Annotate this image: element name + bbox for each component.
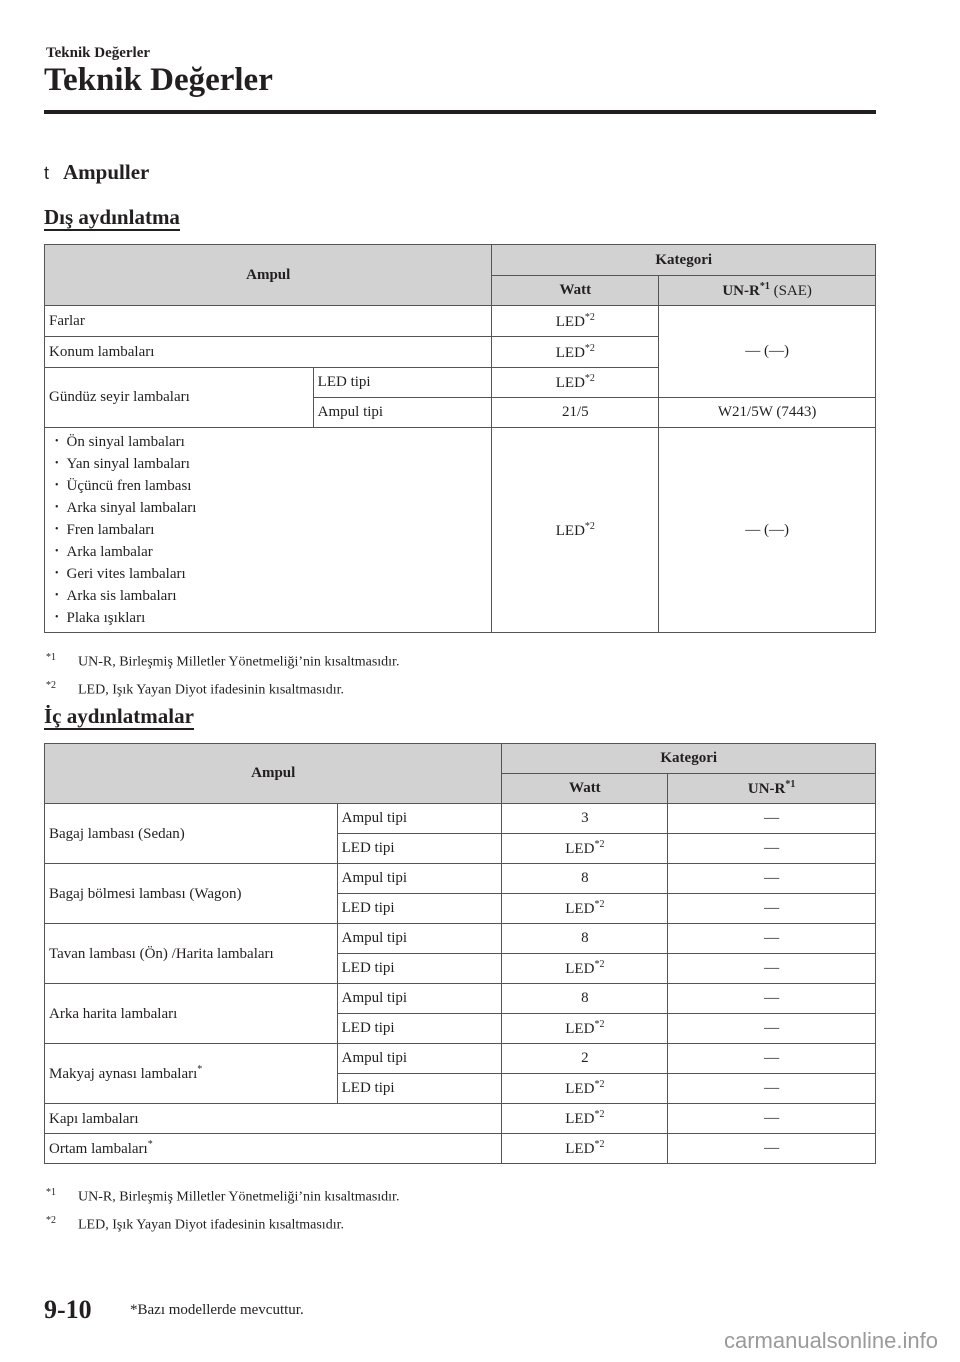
bullet-item: Arka lambalar [55, 541, 487, 563]
table-row: Ampul tipi 21/5 W21/5W (7443) [45, 397, 876, 428]
header-unr: UN-R*1 (SAE) [658, 275, 876, 306]
table-row: Konum lambaları LED*2 [43, 336, 876, 368]
header-ampul: Ampul [43, 244, 493, 306]
running-header: Teknik Değerler [46, 45, 151, 61]
exterior-heading: Dış aydınlatma [44, 205, 180, 231]
table-row: Gündüz seyir lambaları LED tipi LED*2 [44, 367, 876, 428]
table-row: Makyaj aynası lambaları* Ampul tipi 2— [44, 1043, 876, 1104]
table-row: LED tipi LED*2— [45, 953, 876, 984]
section-marker-icon: t [44, 163, 50, 183]
interior-footnotes: *1 UN-R, Birleşmiş Milletler Yönetmeliği’… [46, 1181, 399, 1236]
exterior-table: Ampul Kategori Watt UN-R*1 (SAE) Farlar LED… [43, 244, 876, 633]
bullet-item: Üçüncü fren lambası [55, 475, 487, 497]
table-row: Ön sinyal lambalarıYan sinyal lambalarıÜ… [43, 427, 876, 633]
bullet-list: Ön sinyal lambalarıYan sinyal lambalarıÜ… [49, 431, 487, 629]
table-row: Farlar LED*2— (—) [43, 305, 876, 398]
section-title-text: Ampuller [63, 160, 150, 184]
table-row: LED tipi LED*2— [45, 1013, 876, 1044]
footnote: *1 UN-R, Birleşmiş Milletler Yönetmeliği’… [46, 1187, 400, 1205]
table-row: LED tipi LED*2— [45, 893, 876, 924]
footnote: *2 LED, Işık Yayan Diyot ifadesinin kısal… [46, 679, 344, 698]
table-row: LED tipi LED*2— [45, 1073, 876, 1104]
header-kategori: Kategori [501, 743, 876, 774]
table-row: Bagaj lambası (Sedan) Ampul tipi 3— [44, 803, 876, 864]
table-row: Ortam lambaları* LED*2— [43, 1133, 876, 1164]
header-ampul: Ampul [43, 743, 503, 804]
bullet-item: Yan sinyal lambaları [55, 453, 487, 475]
title-rule [44, 110, 876, 114]
bullet-item: Fren lambaları [55, 519, 487, 541]
table-row: Tavan lambası (Ön) /Harita lambaları Ampu… [44, 923, 876, 984]
bullet-item: Arka sis lambaları [55, 585, 487, 607]
exterior-footnotes: *1 UN-R, Birleşmiş Milletler Yönetmeliği’… [46, 646, 399, 701]
header-watt: Watt [491, 275, 660, 306]
table-row: Arka harita lambaları Ampul tipi 8— [44, 983, 876, 1044]
bullet-item: Ön sinyal lambaları [55, 431, 487, 453]
page-number: 9-10 [44, 1295, 92, 1324]
page-title: Teknik Değerler [44, 62, 273, 98]
footnote: *1 UN-R, Birleşmiş Milletler Yönetmeliği’… [46, 652, 400, 670]
availability-note: *Bazı modellerde mevcuttur. [130, 1302, 304, 1318]
footnote: *2 LED, Işık Yayan Diyot ifadesinin kısal… [46, 1214, 344, 1233]
interior-heading: İç aydınlatmalar [44, 704, 194, 730]
table-row: Bagaj bölmesi lambası (Wagon) Ampul tipi 8… [44, 863, 876, 924]
table-row: Kapı lambaları LED*2— [43, 1103, 876, 1134]
table-row: LED tipi LED*2— [45, 833, 876, 864]
bullet-item: Arka sinyal lambaları [55, 497, 487, 519]
bullet-item: Plaka ışıkları [55, 607, 487, 629]
header-unr: UN-R*1 [667, 773, 876, 804]
interior-table: Ampul Kategori Watt UN-R*1 Bagaj lambası (… [43, 743, 876, 1164]
header-kategori: Kategori [491, 244, 876, 276]
watermark: carmanualsonline.info [723, 1328, 938, 1353]
header-watt: Watt [501, 773, 669, 804]
bullet-item: Geri vites lambaları [55, 563, 487, 585]
section-title: t Ampuller [44, 160, 149, 185]
